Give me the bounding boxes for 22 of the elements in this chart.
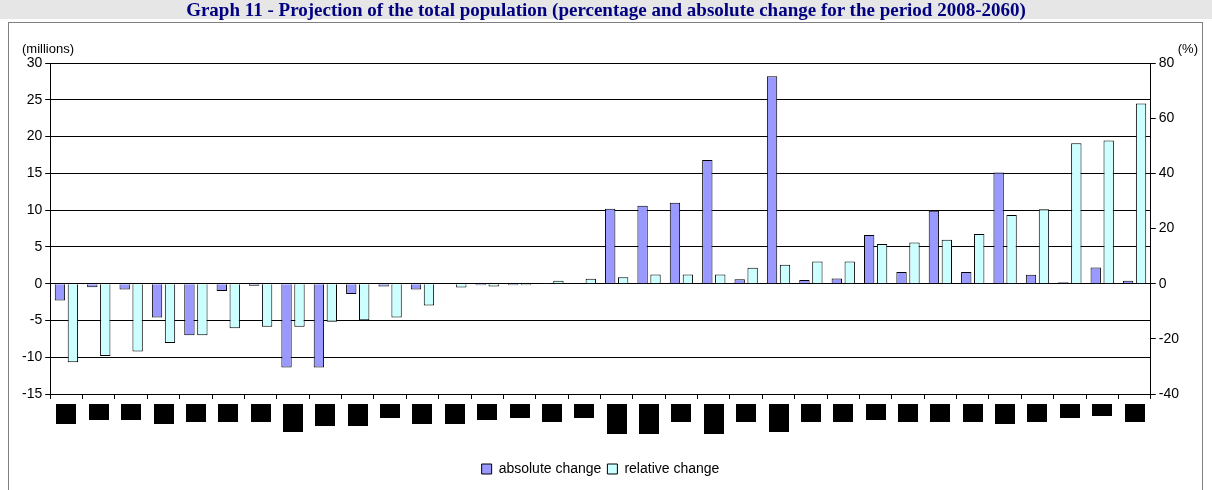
- legend-label: relative change: [624, 459, 720, 476]
- y2-tick-label: -40: [1158, 384, 1180, 401]
- y-tick-label: 30: [26, 53, 43, 70]
- y-axis-title: (millions): [22, 41, 74, 56]
- y2-tick-label: 0: [1158, 274, 1167, 291]
- y2-tick-label: 40: [1158, 164, 1175, 181]
- y2-tick-label: -20: [1158, 329, 1180, 346]
- y-tick-label: 0: [34, 274, 43, 291]
- y-tick-label: -15: [22, 384, 43, 401]
- y2-tick-label: 20: [1158, 219, 1175, 236]
- y2-tick-label: 80: [1158, 53, 1175, 70]
- y2-tick-label: 60: [1158, 109, 1175, 126]
- y-tick-label: -5: [29, 311, 43, 328]
- chart-title: Graph 11 - Projection of the total population (percentage and absolute change for the period 2008-2060): [0, 0, 1212, 20]
- y-tick-label: 5: [34, 237, 43, 254]
- y-tick-label: -10: [22, 348, 43, 365]
- legend-label: absolute change: [498, 459, 602, 476]
- y-tick-label: 25: [26, 90, 43, 107]
- y-tick-label: 10: [26, 200, 43, 217]
- y2-axis-title: (%): [1177, 41, 1198, 56]
- y-tick-label: 20: [26, 127, 43, 144]
- y-tick-label: 15: [26, 164, 43, 181]
